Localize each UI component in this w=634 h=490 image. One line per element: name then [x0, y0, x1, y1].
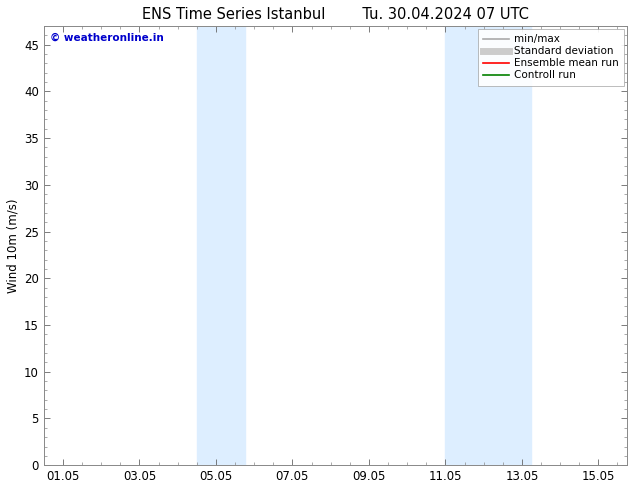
Bar — [446, 26, 531, 465]
Bar — [197, 26, 245, 465]
Y-axis label: Wind 10m (m/s): Wind 10m (m/s) — [7, 198, 20, 293]
Title: ENS Time Series Istanbul        Tu. 30.04.2024 07 UTC: ENS Time Series Istanbul Tu. 30.04.2024 … — [142, 7, 529, 22]
Legend: min/max, Standard deviation, Ensemble mean run, Controll run: min/max, Standard deviation, Ensemble me… — [477, 29, 624, 86]
Text: © weatheronline.in: © weatheronline.in — [49, 32, 164, 43]
